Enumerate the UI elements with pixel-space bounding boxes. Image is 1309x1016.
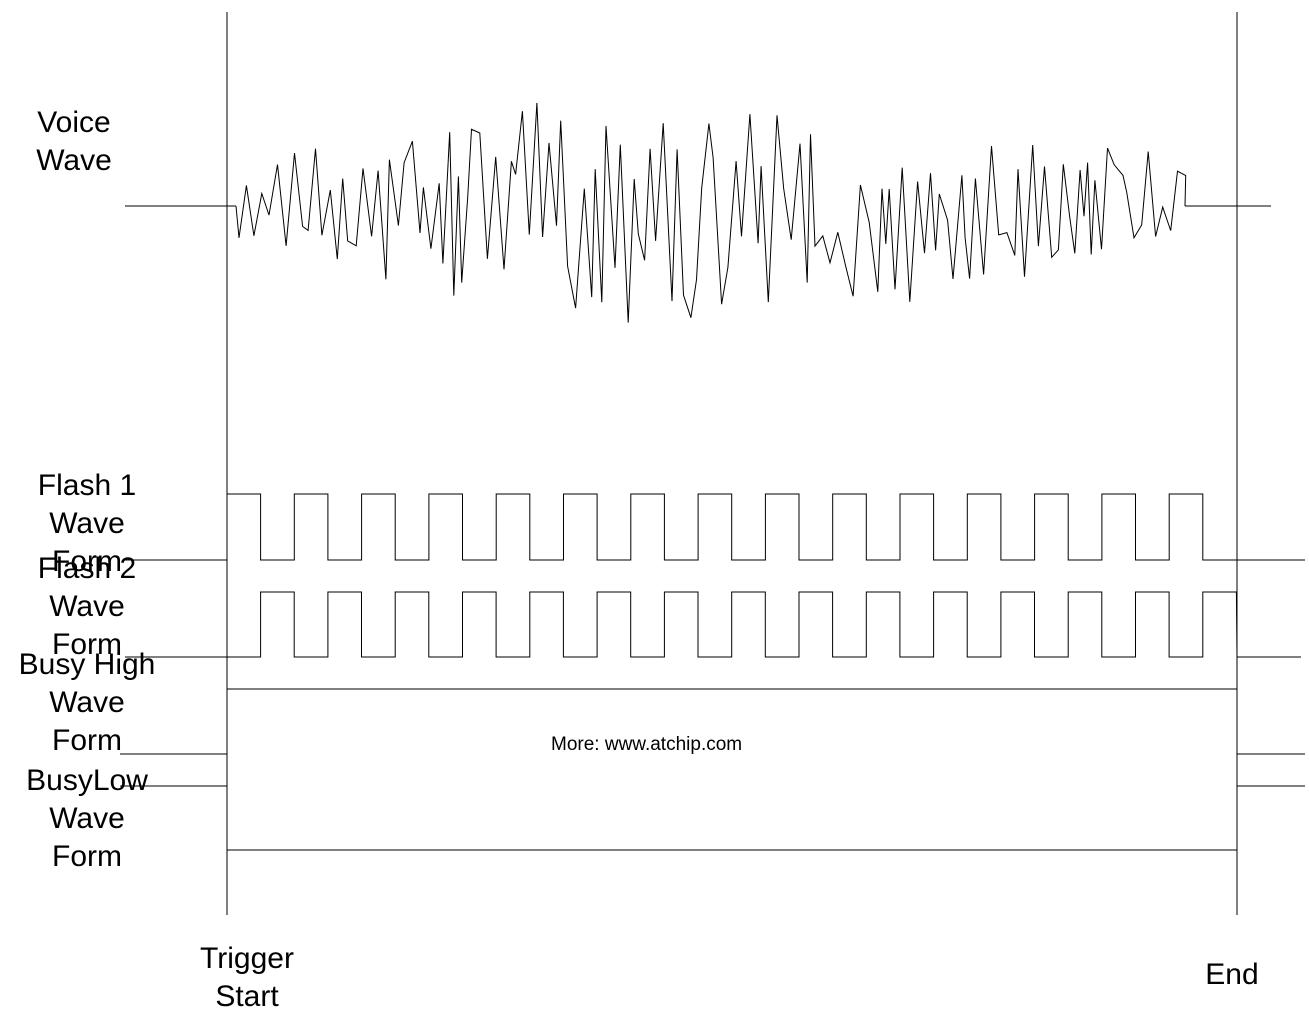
end-label: End	[1190, 956, 1274, 994]
voice-wave-label: Voice Wave	[24, 104, 124, 180]
busy-low-wave-label-line-1: BusyLow	[26, 764, 148, 797]
flash-1-wave-label-line-2: Wave	[49, 507, 125, 540]
busy-low-wave-signal	[120, 785, 1305, 851]
busy-high-wave-label-line-2: Wave	[49, 686, 125, 719]
busy-low-wave-label-line-2: Wave	[49, 802, 125, 835]
flash-2-wave-label-line-1: Flash 2	[37, 552, 137, 585]
flash-2-wave-signal	[125, 591, 1301, 658]
voice-wave-label-line-2: Wave	[36, 144, 112, 177]
busy-high-wave-label: Busy High Wave Form	[2, 646, 172, 760]
busy-low-wave-label: BusyLow Wave Form	[12, 762, 162, 876]
flash-1-wave-label-line-3: Form	[52, 545, 122, 578]
voice-wave	[125, 102, 1271, 323]
trigger-start-label-line-1: Trigger	[200, 942, 294, 975]
end-label-text: End	[1205, 958, 1259, 991]
flash-1-wave-label-line-1: Flash 1	[37, 469, 137, 502]
busy-high-wave-label-line-3: Form	[52, 724, 122, 757]
trigger-start-label-line-2: Start	[215, 980, 279, 1013]
flash-1-wave-label: Flash 1 Wave Form	[22, 467, 152, 581]
voice-wave-signal	[235, 102, 1187, 323]
flash-2-wave-label: Flash 2 Wave Form	[22, 550, 152, 664]
website-note: More: www.atchip.com	[551, 734, 743, 755]
busy-low-wave-label-line-3: Form	[52, 840, 122, 873]
flash-1-wave-signal	[125, 493, 1305, 561]
time-markers	[226, 12, 1238, 915]
flash-2-wave-label-line-2: Wave	[49, 590, 125, 623]
flash-2-wave-label-line-3: Form	[52, 628, 122, 661]
trigger-start-label: Trigger Start	[182, 940, 312, 1016]
voice-wave-label-line-1: Voice	[37, 106, 111, 139]
busy-high-wave-label-line-1: Busy High	[18, 648, 156, 681]
busy-high-wave-signal	[120, 688, 1305, 755]
